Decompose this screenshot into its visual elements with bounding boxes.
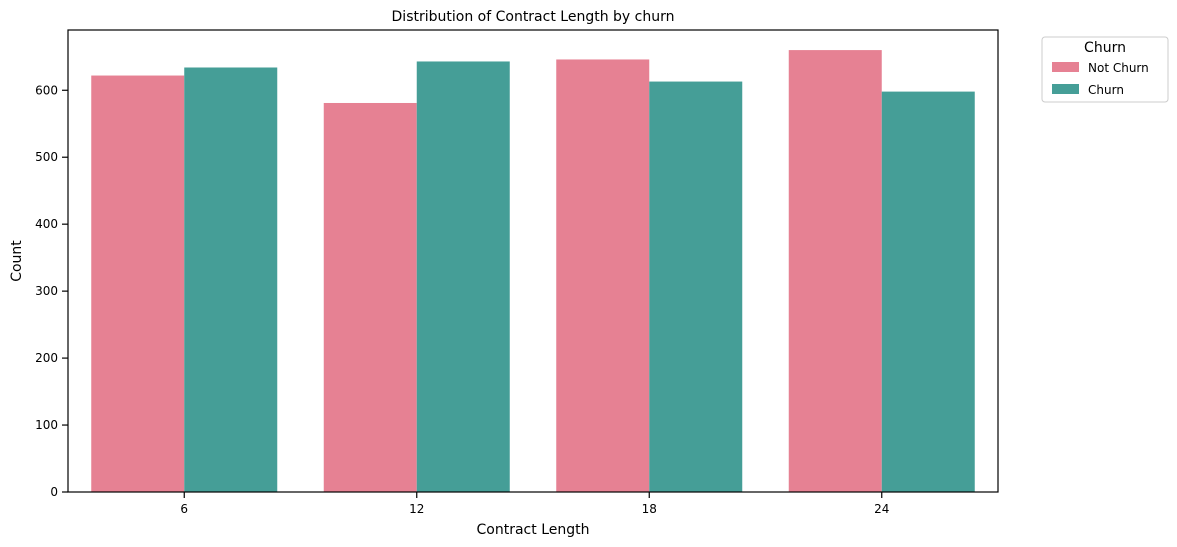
legend-swatch-not-churn [1052,62,1079,72]
bar-not-churn-18 [556,59,650,492]
x-tick-label: 12 [409,502,424,516]
legend-swatch-churn [1052,84,1079,94]
legend-items: Not Churn Churn [1052,61,1149,97]
bars-group [91,50,975,493]
legend-title: Churn [1084,40,1126,56]
legend-label-churn: Churn [1088,83,1124,97]
legend: Churn Not Churn Churn [1041,36,1169,103]
x-tick-label: 6 [180,502,188,516]
y-tick-label: 500 [35,150,58,164]
y-tick-label: 300 [35,284,58,298]
legend-label-not-churn: Not Churn [1088,61,1149,75]
x-tick-label: 24 [874,502,889,516]
bar-not-churn-24 [788,50,882,493]
plot-frame [67,29,999,493]
x-axis-label: Contract Length [477,522,590,538]
bar-churn-24 [881,91,975,492]
y-tick-label: 0 [50,485,58,499]
y-tick-label: 400 [35,217,58,231]
x-axis: 6 12 18 24 [180,492,889,516]
x-tick-label: 18 [642,502,657,516]
y-tick-label: 100 [35,418,58,432]
bar-churn-6 [184,67,278,492]
bar-churn-12 [416,61,510,492]
bar-not-churn-12 [323,102,417,492]
chart-title: Distribution of Contract Length by churn [392,9,675,25]
y-axis-label: Count [9,240,25,282]
y-axis: 0 100 200 300 400 500 600 [35,83,68,499]
bar-not-churn-6 [91,75,185,493]
y-tick-label: 200 [35,351,58,365]
bar-churn-18 [649,81,743,492]
y-tick-label: 600 [35,83,58,97]
